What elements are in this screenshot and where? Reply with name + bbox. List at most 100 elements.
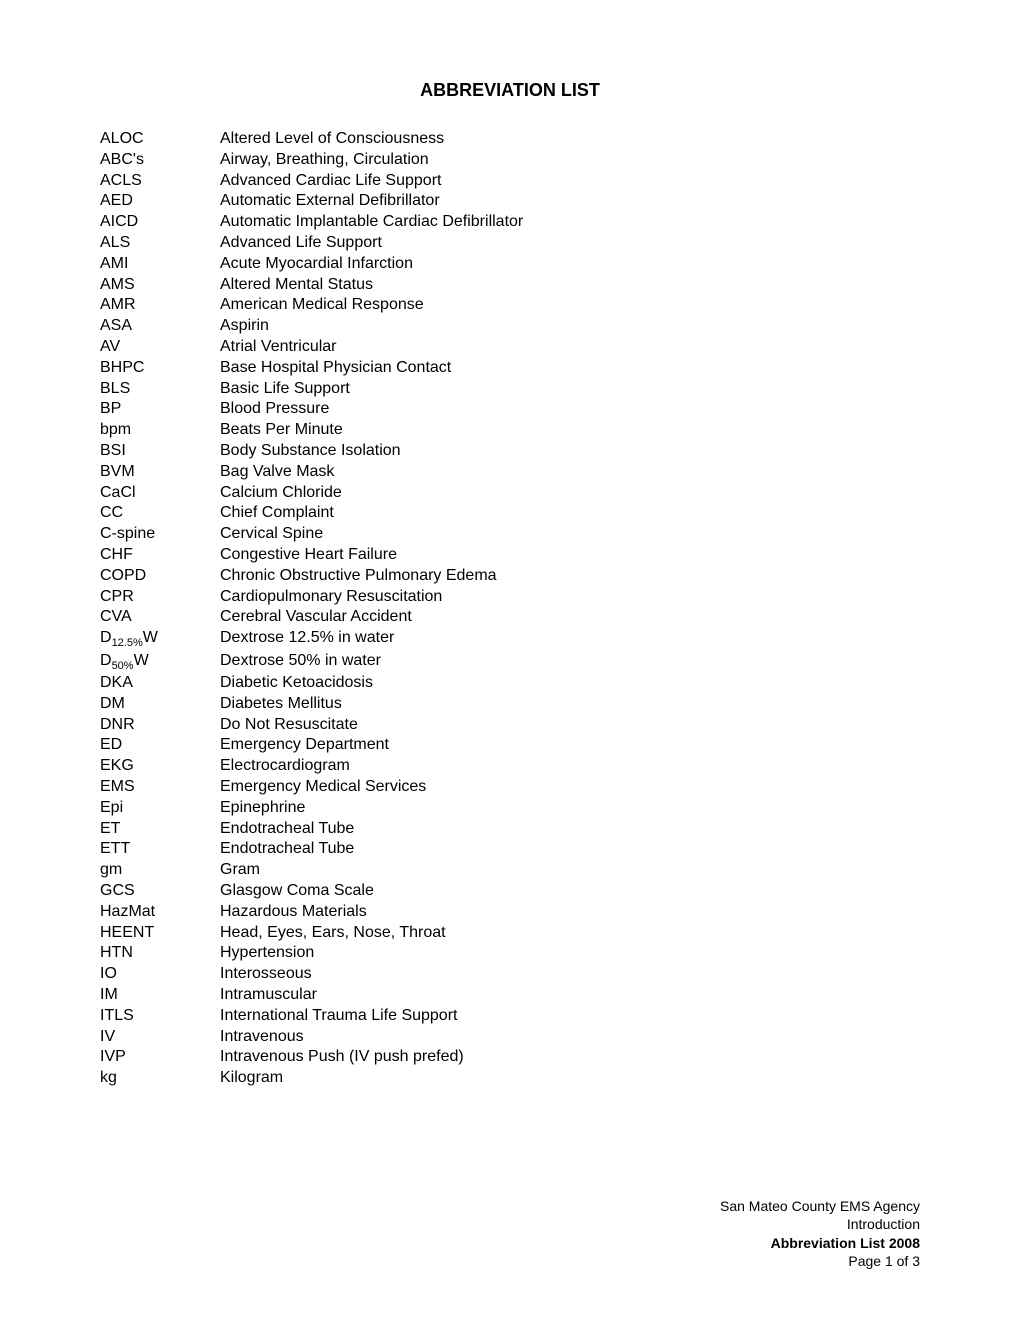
abbrev-term: HTN	[100, 943, 220, 964]
abbrev-definition: Body Substance Isolation	[220, 441, 920, 462]
abbrev-row: BLSBasic Life Support	[100, 379, 920, 400]
abbrev-row: IVPIntravenous Push (IV push prefed)	[100, 1047, 920, 1068]
abbrev-row: COPDChronic Obstructive Pulmonary Edema	[100, 566, 920, 587]
abbrev-definition: Intramuscular	[220, 985, 920, 1006]
abbrev-definition: Kilogram	[220, 1068, 920, 1089]
footer-agency: San Mateo County EMS Agency	[720, 1197, 920, 1215]
abbrev-row: AMRAmerican Medical Response	[100, 295, 920, 316]
abbrev-definition: Emergency Medical Services	[220, 777, 920, 798]
abbrev-term: ITLS	[100, 1006, 220, 1027]
abbrev-term: BSI	[100, 441, 220, 462]
abbrev-term: HazMat	[100, 902, 220, 923]
abbrev-definition: Aspirin	[220, 316, 920, 337]
abbrev-definition: Diabetic Ketoacidosis	[220, 673, 920, 694]
abbrev-row: CCChief Complaint	[100, 503, 920, 524]
abbrev-row: D50%W Dextrose 50% in water	[100, 651, 920, 673]
page-footer: San Mateo County EMS Agency Introduction…	[720, 1197, 920, 1270]
abbrev-row: ALOCAltered Level of Consciousness	[100, 129, 920, 150]
abbrev-row: BPBlood Pressure	[100, 399, 920, 420]
abbrev-definition: Intravenous Push (IV push prefed)	[220, 1047, 920, 1068]
abbrev-row: DKADiabetic Ketoacidosis	[100, 673, 920, 694]
abbrev-term-suffix: W	[143, 629, 158, 646]
abbrev-definition: Base Hospital Physician Contact	[220, 358, 920, 379]
abbrev-definition: Automatic External Defibrillator	[220, 191, 920, 212]
abbrev-definition: Hazardous Materials	[220, 902, 920, 923]
abbrev-definition: Altered Mental Status	[220, 275, 920, 296]
abbrev-term-suffix: W	[134, 652, 149, 669]
abbrev-row: DMDiabetes Mellitus	[100, 694, 920, 715]
abbrev-term-main: D	[100, 652, 112, 669]
abbrev-definition: Cerebral Vascular Accident	[220, 607, 920, 628]
abbrev-definition: Hypertension	[220, 943, 920, 964]
abbrev-term: ALOC	[100, 129, 220, 150]
abbrev-term: ASA	[100, 316, 220, 337]
abbrev-term: AICD	[100, 212, 220, 233]
abbrev-term: BLS	[100, 379, 220, 400]
abbrev-definition: Dextrose 50% in water	[220, 651, 920, 673]
abbrev-definition: Emergency Department	[220, 735, 920, 756]
abbrev-term: CPR	[100, 587, 220, 608]
footer-page-number: Page 1 of 3	[720, 1252, 920, 1270]
abbrev-term: C-spine	[100, 524, 220, 545]
abbrev-definition: Dextrose 12.5% in water	[220, 628, 920, 650]
abbrev-term: AMR	[100, 295, 220, 316]
abbrev-row: ACLSAdvanced Cardiac Life Support	[100, 171, 920, 192]
abbrev-definition: Interosseous	[220, 964, 920, 985]
abbrev-definition: Cardiopulmonary Resuscitation	[220, 587, 920, 608]
abbrev-term: AV	[100, 337, 220, 358]
abbrev-term: ABC's	[100, 150, 220, 171]
abbrev-row: EKGElectrocardiogram	[100, 756, 920, 777]
abbrev-definition: Acute Myocardial Infarction	[220, 254, 920, 275]
abbrev-definition: Epinephrine	[220, 798, 920, 819]
abbrev-definition: Automatic Implantable Cardiac Defibrilla…	[220, 212, 920, 233]
abbrev-row: IMIntramuscular	[100, 985, 920, 1006]
abbrev-definition: Airway, Breathing, Circulation	[220, 150, 920, 171]
abbrev-term: ET	[100, 819, 220, 840]
abbrev-definition: Glasgow Coma Scale	[220, 881, 920, 902]
abbrev-definition: Beats Per Minute	[220, 420, 920, 441]
abbrev-term: bpm	[100, 420, 220, 441]
abbrev-term: D12.5%W	[100, 628, 220, 650]
abbrev-definition: Endotracheal Tube	[220, 839, 920, 860]
abbrev-term: GCS	[100, 881, 220, 902]
abbrev-term: COPD	[100, 566, 220, 587]
abbrev-term: BP	[100, 399, 220, 420]
abbrev-term-subscript: 50%	[112, 660, 134, 672]
abbrev-row: AEDAutomatic External Defibrillator	[100, 191, 920, 212]
abbrev-term: HEENT	[100, 923, 220, 944]
abbrev-definition: Do Not Resuscitate	[220, 715, 920, 736]
abbrev-term: IVP	[100, 1047, 220, 1068]
abbrev-term-subscript: 12.5%	[112, 637, 143, 649]
abbrev-row: CaClCalcium Chloride	[100, 483, 920, 504]
abbrev-definition: Atrial Ventricular	[220, 337, 920, 358]
abbrev-term: EMS	[100, 777, 220, 798]
abbrev-row: C-spineCervical Spine	[100, 524, 920, 545]
abbrev-term-main: D	[100, 629, 112, 646]
footer-section: Introduction	[720, 1215, 920, 1233]
abbrev-definition: Congestive Heart Failure	[220, 545, 920, 566]
abbrev-row: bpmBeats Per Minute	[100, 420, 920, 441]
document-title: ABBREVIATION LIST	[100, 80, 920, 101]
abbrev-term: ETT	[100, 839, 220, 860]
abbrev-term: DM	[100, 694, 220, 715]
abbrev-row: EDEmergency Department	[100, 735, 920, 756]
abbrev-definition: Head, Eyes, Ears, Nose, Throat	[220, 923, 920, 944]
abbrev-definition: Altered Level of Consciousness	[220, 129, 920, 150]
abbrev-term: CHF	[100, 545, 220, 566]
abbrev-term: IV	[100, 1027, 220, 1048]
abbrev-definition: Electrocardiogram	[220, 756, 920, 777]
abbrev-term: ACLS	[100, 171, 220, 192]
abbrev-definition: Calcium Chloride	[220, 483, 920, 504]
abbrev-term: EKG	[100, 756, 220, 777]
abbrev-row: CPRCardiopulmonary Resuscitation	[100, 587, 920, 608]
abbrev-term: IM	[100, 985, 220, 1006]
abbrev-definition: Chief Complaint	[220, 503, 920, 524]
abbrev-row: ETEndotracheal Tube	[100, 819, 920, 840]
abbrev-row: D12.5%WDextrose 12.5% in water	[100, 628, 920, 650]
abbrev-row: HTNHypertension	[100, 943, 920, 964]
abbrev-row: ALSAdvanced Life Support	[100, 233, 920, 254]
abbrev-term: BHPC	[100, 358, 220, 379]
abbrev-definition: Advanced Cardiac Life Support	[220, 171, 920, 192]
abbrev-row: ETTEndotracheal Tube	[100, 839, 920, 860]
abbrev-term: DKA	[100, 673, 220, 694]
